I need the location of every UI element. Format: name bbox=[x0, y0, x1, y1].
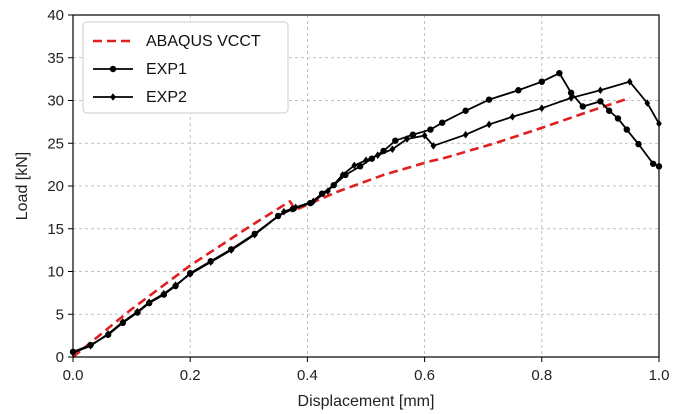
data-point-circle bbox=[485, 96, 493, 103]
series-exp2 bbox=[70, 77, 662, 357]
y-tick-label: 35 bbox=[47, 50, 64, 67]
data-point-circle bbox=[567, 89, 575, 97]
y-tick-label: 0 bbox=[56, 349, 64, 366]
y-tick-label: 15 bbox=[47, 221, 64, 238]
data-point-circle bbox=[635, 140, 642, 148]
data-point-diamond bbox=[351, 161, 358, 170]
y-tick-label: 40 bbox=[47, 7, 64, 24]
y-tick-label: 5 bbox=[56, 306, 64, 323]
axis-ticks: 0.0 0.2 0.4 0.6 0.8 1.0 0 5 10 15 20 25 30 35 40 bbox=[47, 7, 669, 384]
data-point-diamond bbox=[160, 289, 167, 298]
data-point-diamond bbox=[430, 142, 437, 150]
data-point-circle bbox=[614, 115, 622, 122]
data-point-diamond bbox=[374, 151, 381, 160]
series-abaqus-vcct bbox=[72, 96, 631, 359]
y-tick-label: 20 bbox=[47, 178, 64, 195]
data-point-diamond bbox=[207, 258, 214, 266]
data-point-diamond bbox=[421, 131, 428, 140]
data-point-circle bbox=[392, 137, 399, 144]
data-point-circle bbox=[427, 126, 434, 133]
data-point-circle bbox=[649, 160, 657, 167]
data-point-circle bbox=[409, 131, 417, 138]
data-point-circle bbox=[109, 65, 117, 73]
data-point-diamond bbox=[462, 130, 469, 139]
data-point-diamond bbox=[87, 342, 94, 350]
legend-label-exp2: EXP2 bbox=[146, 89, 187, 106]
data-point-diamond bbox=[597, 86, 604, 95]
data-point-diamond bbox=[538, 104, 545, 112]
data-point-circle bbox=[597, 98, 604, 105]
data-point-diamond bbox=[110, 93, 116, 101]
legend-item-exp2: EXP2 bbox=[93, 89, 187, 106]
data-point-diamond bbox=[626, 77, 633, 86]
data-point-diamond bbox=[325, 187, 331, 195]
data-point-diamond bbox=[187, 270, 194, 278]
data-point-diamond bbox=[363, 156, 369, 165]
data-point-diamond bbox=[339, 171, 346, 179]
data-point-diamond bbox=[568, 94, 574, 102]
x-tick-label: 1.0 bbox=[649, 367, 670, 384]
legend-item-exp1: EXP1 bbox=[93, 61, 187, 78]
x-tick-label: 0.0 bbox=[63, 367, 84, 384]
data-point-diamond bbox=[146, 298, 153, 307]
data-point-diamond bbox=[644, 99, 651, 107]
data-point-diamond bbox=[281, 207, 287, 216]
data-point-circle bbox=[556, 69, 563, 77]
data-point-diamond bbox=[310, 197, 317, 206]
legend: ABAQUS VCCT EXP1 EXP2 bbox=[82, 21, 289, 114]
x-tick-label: 0.6 bbox=[414, 367, 435, 384]
data-point-diamond bbox=[509, 112, 516, 121]
y-tick-label: 30 bbox=[47, 93, 64, 110]
x-axis-label: Displacement [mm] bbox=[298, 393, 435, 410]
data-point-diamond bbox=[119, 318, 126, 326]
legend-box bbox=[82, 21, 289, 114]
data-point-diamond bbox=[228, 246, 235, 254]
plot-lines bbox=[69, 69, 663, 359]
data-point-circle bbox=[605, 107, 613, 114]
data-point-circle bbox=[438, 119, 446, 126]
data-point-circle bbox=[579, 103, 587, 110]
x-tick-label: 0.4 bbox=[297, 367, 318, 384]
data-point-diamond bbox=[134, 307, 141, 316]
data-point-diamond bbox=[172, 281, 179, 289]
legend-label-exp1: EXP1 bbox=[146, 61, 187, 78]
data-point-circle bbox=[515, 87, 522, 94]
y-tick-label: 10 bbox=[47, 264, 64, 281]
legend-label-abaqus-vcct: ABAQUS VCCT bbox=[146, 33, 261, 50]
data-point-circle bbox=[623, 126, 630, 133]
y-tick-label: 25 bbox=[47, 135, 64, 152]
x-tick-label: 0.2 bbox=[180, 367, 201, 384]
x-tick-label: 0.8 bbox=[531, 367, 552, 384]
data-point-circle bbox=[356, 163, 364, 170]
data-point-diamond bbox=[251, 230, 258, 239]
data-point-diamond bbox=[105, 330, 112, 338]
data-point-diamond bbox=[292, 203, 299, 212]
y-axis-label: Load [kN] bbox=[14, 152, 31, 220]
data-point-diamond bbox=[404, 135, 410, 143]
legend-item-abaqus-vcct: ABAQUS VCCT bbox=[93, 33, 261, 50]
data-point-circle bbox=[538, 78, 545, 85]
data-point-diamond bbox=[389, 145, 396, 154]
data-point-diamond bbox=[486, 120, 492, 129]
series-line-abaqus-vcct bbox=[72, 96, 631, 359]
data-point-circle bbox=[462, 107, 469, 114]
